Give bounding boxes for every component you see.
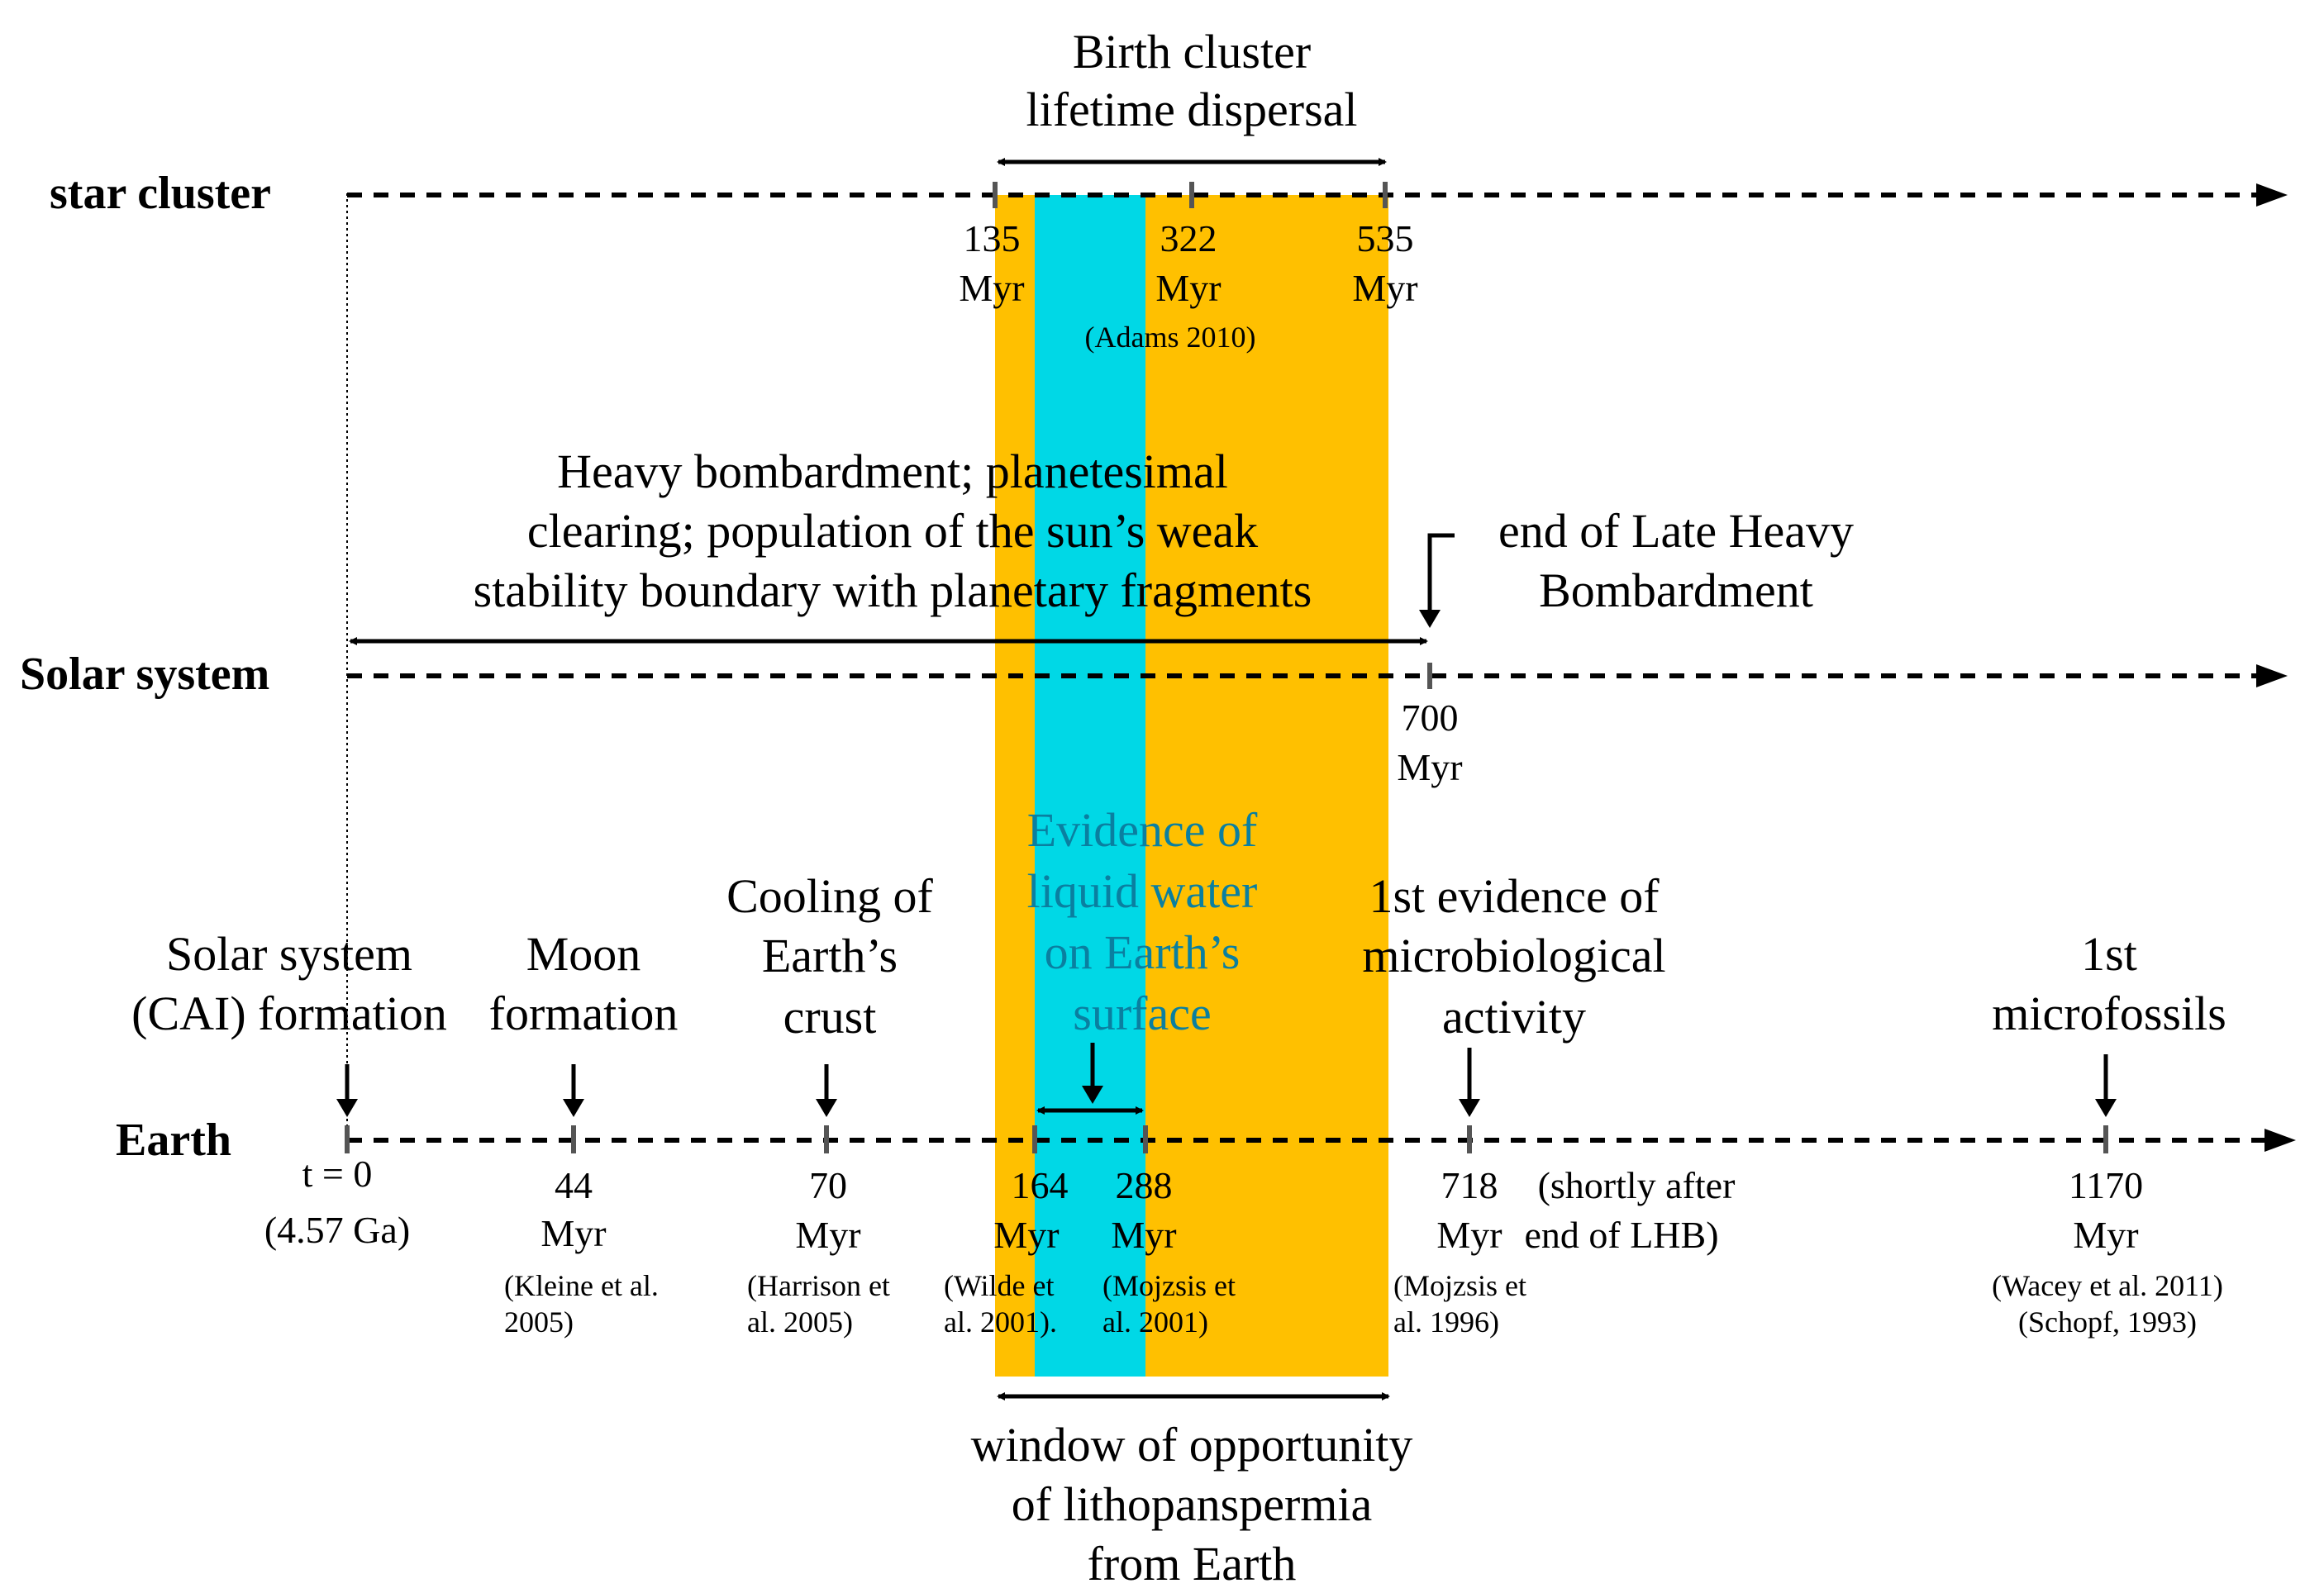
tick-label-322-unit: Myr xyxy=(1155,267,1221,309)
lhb-label-line2: Bombardment xyxy=(1539,563,1813,617)
water-arrowhead xyxy=(1082,1086,1103,1104)
moon-arrowhead xyxy=(563,1099,584,1117)
liquid-water-label-line2: liquid water xyxy=(1027,864,1258,918)
ref-mojzsis-2001-line2: al. 2001) xyxy=(1102,1305,1208,1339)
cyan-water-band xyxy=(1035,195,1145,1377)
liquid-water-label-line1: Evidence of xyxy=(1027,803,1258,857)
cai-formation-label-line2: (CAI) formation xyxy=(131,987,447,1040)
ref-wilde-line2: al. 2001). xyxy=(944,1305,1057,1339)
microbiology-label-line2: microbiological xyxy=(1362,929,1665,982)
row-label-solar-system: Solar system xyxy=(20,649,269,700)
crust-cooling-label-line1: Cooling of xyxy=(726,869,933,923)
tick-label-535-unit: Myr xyxy=(1352,267,1417,309)
tick-label-718-unit: Myr xyxy=(1436,1214,1502,1256)
tick-label-322-value: 322 xyxy=(1160,217,1217,259)
tick-label-288-value: 288 xyxy=(1116,1164,1173,1206)
cai-formation-label-line1: Solar system xyxy=(166,927,412,981)
ref-mojzsis-1996-line1: (Mojzsis et xyxy=(1393,1269,1526,1302)
ref-harrison-line1: (Harrison et xyxy=(747,1269,890,1302)
ref-kleine-line2: 2005) xyxy=(504,1305,574,1339)
tick-label-t0-value: t = 0 xyxy=(302,1153,373,1195)
tick-label-700-unit: Myr xyxy=(1397,746,1462,788)
tick-label-t0-unit: (4.57 Ga) xyxy=(264,1209,410,1251)
lhb-label-line1: end of Late Heavy xyxy=(1498,504,1854,558)
tick-label-44-unit: Myr xyxy=(541,1212,606,1254)
moon-formation-label-line2: formation xyxy=(489,987,679,1040)
adams-2010-reference: (Adams 2010) xyxy=(1085,321,1256,354)
microfossils-label-line2: microfossils xyxy=(1992,987,2226,1040)
lhb-pointer-arrow xyxy=(1427,533,1455,613)
window-label-line3: from Earth xyxy=(1088,1537,1297,1591)
window-label-line2: of lithopanspermia xyxy=(1012,1477,1373,1531)
star-cluster-axis-arrowhead xyxy=(2256,183,2288,207)
microbiology-label-line1: 1st evidence of xyxy=(1369,869,1660,923)
tick-label-44-value: 44 xyxy=(555,1164,593,1206)
microbiology-label-line3: activity xyxy=(1442,990,1586,1044)
ref-harrison-line2: al. 2005) xyxy=(747,1305,853,1339)
liquid-water-label-line4: surface xyxy=(1073,987,1211,1040)
lhb-pointer-arrowhead xyxy=(1419,610,1441,628)
moon-formation-label-line1: Moon xyxy=(526,927,641,981)
ref-wilde-line1: (Wilde et xyxy=(944,1269,1055,1302)
event-arrows xyxy=(345,1043,2108,1102)
event-arrowheads xyxy=(336,1086,2117,1117)
ref-schopf: (Schopf, 1993) xyxy=(2018,1305,2197,1339)
row-label-star-cluster: star cluster xyxy=(50,168,271,219)
cai-arrowhead xyxy=(336,1099,358,1117)
heavy-bombardment-label-line1: Heavy bombardment; planetesimal xyxy=(557,445,1228,498)
window-label-line1: window of opportunity xyxy=(971,1418,1413,1472)
tick-label-135-unit: Myr xyxy=(959,267,1024,309)
tick-label-535-value: 535 xyxy=(1357,217,1414,259)
earth-tick-marks xyxy=(345,1125,2108,1153)
crust-cooling-label-line2: Earth’s xyxy=(762,929,898,982)
heavy-bombardment-label-line3: stability boundary with planetary fragme… xyxy=(474,563,1312,617)
lhb-note-line2: end of LHB) xyxy=(1524,1214,1718,1256)
tick-label-135-value: 135 xyxy=(964,217,1021,259)
microfossils-label-line1: 1st xyxy=(2081,927,2137,981)
microbiology-arrowhead xyxy=(1459,1099,1480,1117)
ref-kleine-line1: (Kleine et al. xyxy=(504,1269,659,1302)
tick-label-70-unit: Myr xyxy=(795,1214,860,1256)
earth-axis-arrowhead xyxy=(2264,1129,2296,1152)
heavy-bombardment-label-line2: clearing; population of the sun’s weak xyxy=(527,504,1258,558)
ref-mojzsis-1996-line2: al. 1996) xyxy=(1393,1305,1499,1339)
tick-label-164-value: 164 xyxy=(1012,1164,1069,1206)
microfossils-arrowhead xyxy=(2095,1099,2117,1117)
tick-label-70-value: 70 xyxy=(809,1164,847,1206)
crust-cooling-label-line3: crust xyxy=(783,990,877,1044)
tick-label-718-value: 718 xyxy=(1441,1164,1498,1206)
birth-cluster-label-line1: Birth cluster xyxy=(1073,25,1311,78)
lhb-note-line1: (shortly after xyxy=(1538,1164,1736,1206)
birth-cluster-label-line2: lifetime dispersal xyxy=(1026,83,1357,136)
tick-label-1170-value: 1170 xyxy=(2069,1164,2143,1206)
ref-mojzsis-2001-line1: (Mojzsis et xyxy=(1102,1269,1236,1302)
tick-label-1170-unit: Myr xyxy=(2073,1214,2138,1256)
ref-wacey: (Wacey et al. 2011) xyxy=(1992,1269,2223,1302)
row-label-earth: Earth xyxy=(116,1115,231,1166)
crust-arrowhead xyxy=(816,1099,837,1117)
tick-label-164-unit: Myr xyxy=(993,1214,1059,1256)
tick-label-700-value: 700 xyxy=(1402,697,1459,739)
liquid-water-label-line3: on Earth’s xyxy=(1045,925,1241,979)
solar-system-axis-arrowhead xyxy=(2256,664,2288,687)
tick-label-288-unit: Myr xyxy=(1111,1214,1176,1256)
